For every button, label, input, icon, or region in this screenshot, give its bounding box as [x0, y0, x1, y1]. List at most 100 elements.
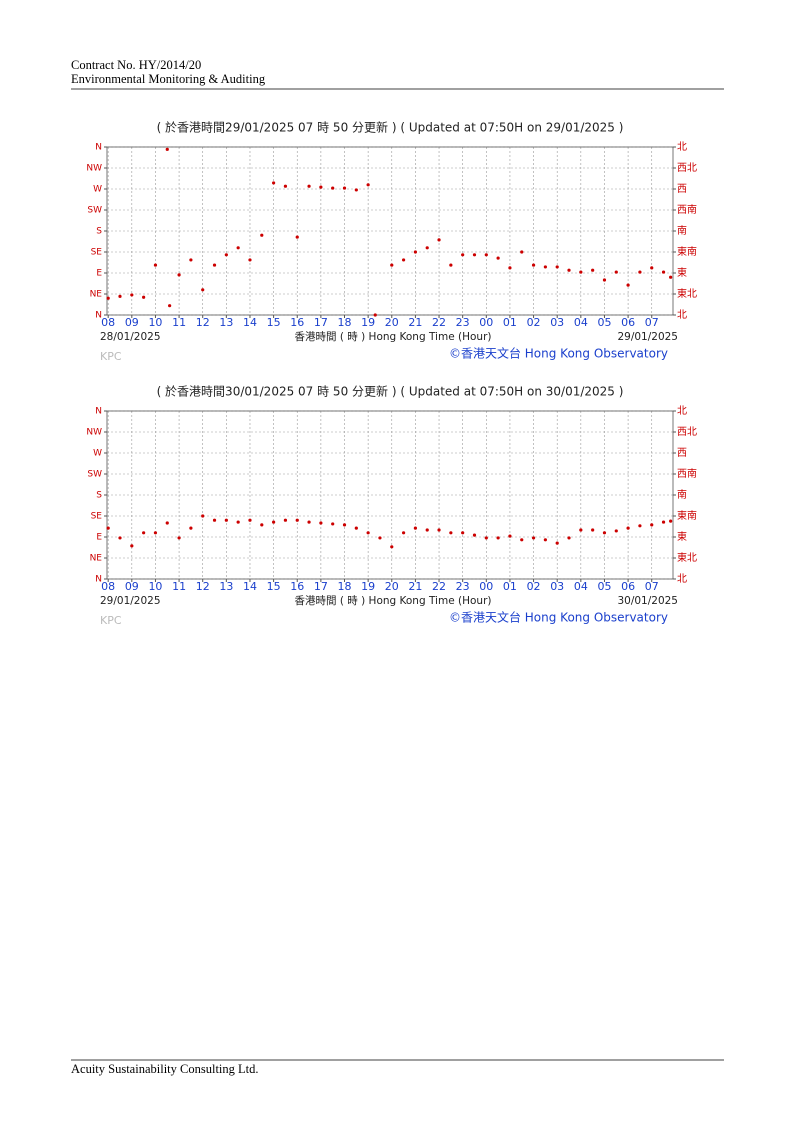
data-point: [555, 265, 559, 269]
y2-tick-label: 北: [677, 309, 687, 321]
x-tick-label: 22: [432, 580, 446, 593]
data-point: [614, 270, 618, 274]
data-point: [531, 263, 536, 267]
y-tick-label: SE: [91, 512, 103, 522]
data-point: [425, 246, 429, 250]
y-tick-label: N: [95, 407, 102, 417]
data-point: [638, 270, 642, 274]
x-tick-label: 17: [314, 316, 328, 329]
data-point: [236, 246, 240, 250]
data-point: [177, 273, 181, 277]
x-tick-label: 04: [574, 580, 588, 593]
x-tick-label: 15: [267, 580, 281, 593]
data-point: [153, 531, 158, 535]
y2-tick-label: 東北: [677, 551, 697, 564]
data-point: [484, 253, 488, 257]
x-tick-label: 18: [338, 316, 352, 329]
data-point: [366, 183, 370, 187]
x-tick-label: 10: [148, 316, 162, 329]
y2-tick-label: 西南: [677, 203, 697, 216]
data-point: [413, 250, 418, 254]
x-tick-label: 08: [101, 580, 115, 593]
data-point: [461, 253, 465, 257]
data-point: [602, 531, 607, 535]
x-tick-label: 19: [361, 580, 375, 593]
x-tick-label: 04: [574, 316, 588, 329]
data-point: [260, 233, 264, 237]
x-tick-label: 11: [172, 580, 186, 593]
data-point: [591, 528, 595, 532]
x-tick-label: 21: [408, 580, 422, 593]
data-point: [496, 536, 500, 540]
y2-tick-label: 南: [677, 488, 687, 501]
data-point: [543, 265, 547, 269]
data-point: [189, 526, 193, 530]
x-tick-label: 02: [527, 316, 541, 329]
y2-tick-label: 北: [677, 141, 687, 153]
data-point: [650, 523, 654, 527]
data-point: [401, 531, 406, 535]
y2-tick-label: 西北: [677, 426, 697, 438]
x-tick-label: 01: [503, 316, 517, 329]
x-tick-label: 08: [101, 316, 115, 329]
data-point: [177, 536, 181, 540]
y-tick-label: NE: [90, 290, 103, 300]
data-point: [520, 250, 524, 254]
footer-text: Acuity Sustainability Consulting Ltd.: [71, 1062, 259, 1076]
x-tick-label: 01: [503, 580, 517, 593]
y-tick-label: S: [96, 227, 102, 237]
data-point: [413, 526, 418, 530]
data-point: [283, 184, 288, 188]
data-point: [520, 538, 524, 542]
data-point: [496, 256, 500, 260]
data-point: [354, 188, 358, 192]
y-tick-label: SE: [91, 248, 103, 258]
data-point: [319, 521, 323, 525]
data-point: [248, 258, 252, 262]
y2-tick-label: 南: [677, 224, 687, 237]
data-point: [390, 263, 394, 267]
data-point: [331, 186, 335, 190]
y-tick-label: N: [95, 143, 102, 153]
data-point: [168, 304, 172, 308]
data-point: [661, 520, 666, 524]
y-tick-label: SW: [87, 470, 102, 480]
data-point: [319, 185, 323, 189]
x-tick-label: 23: [456, 580, 470, 593]
data-point: [425, 528, 429, 532]
data-point: [248, 518, 252, 522]
chart-title: ( 於香港時間29/01/2025 07 時 50 分更新 ) ( Update…: [157, 120, 624, 135]
data-point: [165, 147, 169, 151]
data-point: [579, 528, 583, 532]
x-tick-label: 23: [456, 316, 470, 329]
data-point: [461, 531, 465, 535]
data-point: [212, 518, 217, 522]
y2-tick-label: 東: [677, 530, 687, 543]
data-point: [236, 520, 240, 524]
y-tick-label: NW: [86, 164, 102, 174]
data-point: [449, 531, 453, 535]
data-point: [484, 536, 488, 540]
data-point: [342, 186, 347, 190]
source-credit: ©香港天文台 Hong Kong Observatory: [449, 610, 668, 625]
data-point: [567, 268, 571, 272]
data-point: [401, 258, 406, 262]
y2-tick-label: 西北: [677, 162, 697, 174]
data-point: [283, 518, 288, 522]
data-point: [342, 523, 347, 527]
end-date: 29/01/2025: [617, 331, 678, 343]
data-point: [295, 235, 299, 239]
data-point: [378, 536, 382, 540]
x-axis-label: 香港時間 ( 時 ) Hong Kong Time (Hour): [295, 595, 492, 607]
y2-tick-label: 西南: [677, 467, 697, 480]
data-point: [106, 526, 110, 530]
data-point: [650, 266, 654, 270]
data-point: [449, 263, 453, 267]
data-point: [614, 529, 618, 533]
x-axis-label: 香港時間 ( 時 ) Hong Kong Time (Hour): [295, 331, 492, 343]
data-point: [626, 526, 630, 530]
y-tick-label: W: [93, 449, 102, 459]
x-tick-label: 05: [597, 316, 611, 329]
data-point: [591, 268, 595, 272]
